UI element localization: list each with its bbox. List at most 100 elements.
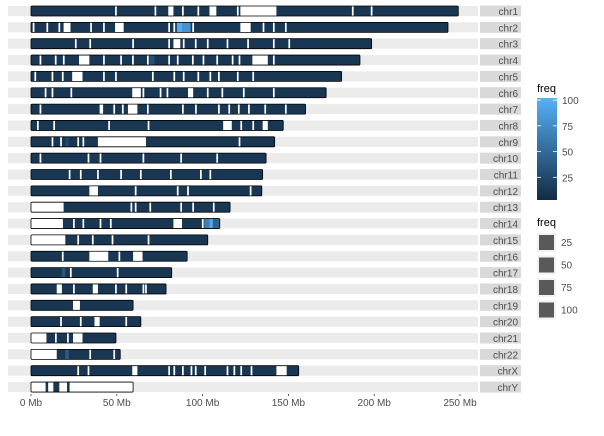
empty-bin bbox=[118, 251, 121, 262]
chromosome-outline bbox=[30, 299, 134, 311]
empty-bin bbox=[182, 38, 185, 49]
density-bins bbox=[31, 136, 275, 147]
empty-bin bbox=[31, 234, 66, 245]
chromosome-outline bbox=[30, 38, 373, 50]
density-bins bbox=[31, 185, 262, 196]
chromosome-label: chr5 bbox=[499, 72, 519, 83]
chromosome-outline bbox=[30, 185, 263, 197]
row-background bbox=[8, 316, 478, 327]
empty-bin bbox=[228, 104, 231, 115]
empty-bin bbox=[89, 185, 98, 196]
empty-bin bbox=[82, 218, 85, 229]
empty-bin bbox=[240, 6, 277, 16]
chromosome-label: chrY bbox=[497, 383, 518, 394]
strip-label-box bbox=[480, 218, 521, 230]
empty-bin bbox=[82, 136, 85, 147]
chromosome-row-chr22: chr22 bbox=[8, 348, 521, 361]
empty-bin bbox=[250, 365, 253, 376]
empty-bin bbox=[70, 87, 73, 98]
empty-bin bbox=[31, 382, 46, 393]
strip-label-box bbox=[480, 185, 521, 197]
empty-bin bbox=[202, 55, 205, 66]
empty-bin bbox=[238, 55, 241, 66]
empty-bin bbox=[89, 251, 109, 262]
empty-bin bbox=[351, 6, 354, 16]
chromosome-label: chr21 bbox=[493, 334, 518, 345]
empty-bin bbox=[173, 365, 176, 376]
empty-bin bbox=[197, 71, 200, 82]
empty-bin bbox=[31, 202, 64, 213]
chromosome-row-chr17: chr17 bbox=[8, 267, 521, 280]
empty-bin bbox=[233, 365, 236, 376]
empty-bin bbox=[159, 87, 162, 98]
chromosome-row-chrY: chrY bbox=[8, 381, 521, 394]
empty-bin bbox=[125, 283, 128, 294]
chromosome-outline bbox=[30, 267, 173, 279]
empty-bin bbox=[113, 349, 116, 360]
empty-bin bbox=[194, 38, 197, 49]
empty-bin bbox=[109, 218, 112, 229]
x-tick-label: 100 Mb bbox=[186, 398, 220, 409]
empty-bin bbox=[92, 283, 98, 294]
empty-bin bbox=[248, 104, 250, 115]
color-legend-label: 25 bbox=[562, 173, 574, 184]
color-legend-title: freq bbox=[537, 83, 556, 95]
empty-bin bbox=[272, 55, 275, 66]
empty-bin bbox=[284, 104, 287, 115]
size-legend-label: 75 bbox=[561, 283, 573, 294]
empty-bin bbox=[206, 38, 209, 49]
x-tick-label: 50 Mb bbox=[103, 398, 131, 409]
row-background bbox=[8, 202, 478, 213]
chromosome-outline bbox=[30, 348, 121, 360]
density-bins bbox=[31, 218, 220, 229]
chromosome-row-chr6: chr6 bbox=[8, 87, 521, 100]
empty-bin bbox=[272, 22, 275, 33]
density-bins bbox=[31, 349, 121, 360]
chromosome-label: chr14 bbox=[493, 220, 518, 231]
row-background bbox=[8, 349, 478, 360]
empty-bin bbox=[249, 185, 252, 196]
empty-bin bbox=[53, 120, 56, 131]
chromosome-row-chr1: chr1 bbox=[8, 5, 521, 18]
empty-bin bbox=[240, 120, 243, 131]
empty-bin bbox=[87, 365, 90, 376]
empty-bin bbox=[218, 104, 220, 115]
chromosome-row-chr5: chr5 bbox=[8, 70, 521, 83]
density-bins bbox=[31, 87, 327, 98]
chromosome-row-chr7: chr7 bbox=[8, 103, 521, 116]
empty-bin bbox=[73, 300, 80, 311]
empty-bin bbox=[34, 71, 37, 82]
strip-label-box bbox=[480, 250, 521, 262]
chromosome-label: chr16 bbox=[493, 252, 518, 263]
strip-label-box bbox=[480, 54, 521, 66]
empty-bin bbox=[125, 316, 128, 327]
empty-bin bbox=[61, 251, 64, 262]
chromosome-outline bbox=[30, 54, 361, 66]
strip-label-box bbox=[480, 201, 521, 213]
density-bins bbox=[31, 71, 342, 82]
empty-bin bbox=[173, 38, 181, 49]
empty-bin bbox=[195, 104, 197, 115]
empty-bin bbox=[90, 22, 92, 33]
strip-label-box bbox=[480, 267, 521, 279]
empty-bin bbox=[147, 55, 149, 66]
empty-bin bbox=[192, 202, 195, 213]
empty-bin bbox=[180, 202, 183, 213]
empty-bin bbox=[288, 38, 291, 49]
empty-bin bbox=[115, 283, 117, 294]
density-bins bbox=[31, 365, 299, 376]
empty-bin bbox=[39, 153, 42, 164]
high-density-bin bbox=[212, 218, 220, 229]
chromosome-outline bbox=[30, 136, 276, 148]
density-bins bbox=[31, 38, 372, 49]
empty-bin bbox=[236, 6, 239, 16]
empty-bin bbox=[142, 153, 145, 164]
empty-bin bbox=[63, 22, 71, 33]
empty-bin bbox=[204, 365, 207, 376]
empty-bin bbox=[149, 202, 152, 213]
empty-bin bbox=[247, 38, 249, 49]
chromosome-outline bbox=[30, 201, 231, 213]
empty-bin bbox=[37, 120, 39, 131]
size-legend-key bbox=[539, 280, 554, 295]
x-tick-label: 200 Mb bbox=[358, 398, 392, 409]
